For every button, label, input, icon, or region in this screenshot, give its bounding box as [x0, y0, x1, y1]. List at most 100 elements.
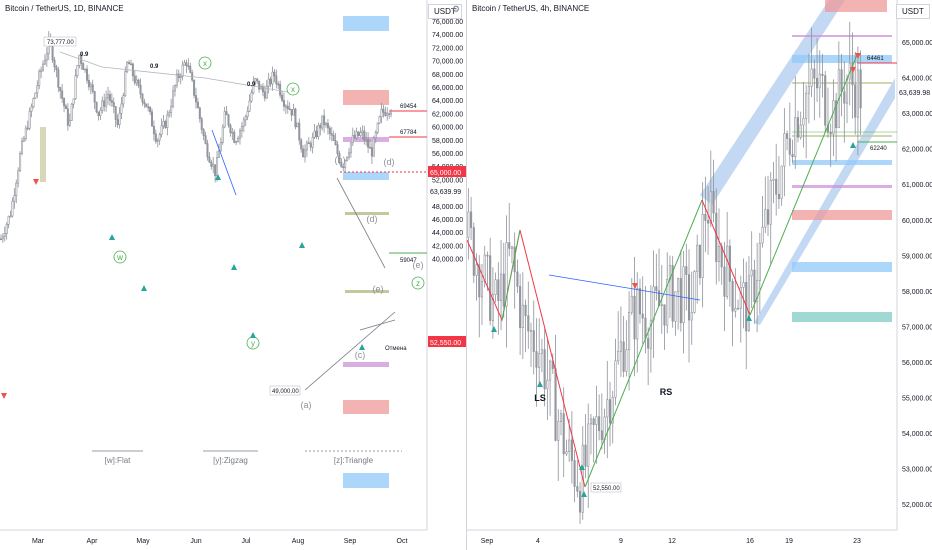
wave-line-up	[584, 199, 703, 488]
low-label: 52,550.00	[593, 486, 620, 492]
time-tick-label: Jun	[190, 538, 201, 545]
candle	[296, 122, 299, 128]
candle	[701, 214, 704, 278]
candle	[554, 368, 557, 441]
candle	[483, 254, 486, 282]
price-tick-label: 55,000.00	[902, 396, 932, 403]
candle	[99, 109, 102, 117]
candle	[353, 134, 356, 139]
h4-chart-canvas[interactable]: 65,000.00 64,000.00 63,000.00 62,000.00 61,0…	[467, 0, 932, 550]
neckline	[548, 274, 701, 301]
low-label-box	[590, 482, 622, 493]
candle	[265, 85, 268, 99]
candle	[303, 149, 306, 158]
candle	[382, 108, 385, 113]
candle	[70, 103, 73, 121]
candle	[172, 90, 175, 107]
pattern-label: [y]:Zigzag	[213, 456, 248, 465]
candle	[384, 112, 387, 116]
candle	[3, 233, 6, 237]
candle	[162, 121, 165, 127]
candle	[334, 140, 337, 145]
candle	[214, 164, 217, 177]
wave-circle	[113, 250, 127, 264]
candle	[840, 69, 843, 92]
candle	[388, 113, 391, 116]
candle	[93, 91, 96, 103]
gear-icon[interactable]: ⚙	[452, 4, 461, 14]
candle	[116, 119, 119, 125]
candle	[290, 109, 293, 116]
daily-chart-panel[interactable]: 76,000.00 74,000.00 72,000.00 70,000.00 68,0…	[0, 0, 466, 550]
candle	[559, 413, 563, 422]
candle	[372, 137, 375, 157]
candle	[562, 413, 565, 455]
candle	[208, 156, 211, 163]
price-tick-label: 76,000.00	[432, 19, 463, 26]
candle	[237, 137, 240, 143]
price-tick-label: 60,000.00	[902, 218, 932, 225]
price-tick-label: 53,000.00	[902, 467, 932, 474]
candle	[707, 220, 710, 224]
candle	[346, 156, 349, 161]
h4-unit-label[interactable]: USDT	[896, 4, 930, 19]
candle	[286, 105, 289, 110]
candle	[628, 311, 631, 351]
low-label: 49,000.00	[272, 389, 299, 395]
olive-level	[345, 290, 389, 293]
candle	[183, 62, 186, 66]
target-zone	[792, 210, 892, 220]
candle	[284, 105, 287, 108]
wave-circle-label: w	[116, 253, 123, 262]
candle	[112, 102, 115, 107]
candle	[355, 131, 358, 139]
candle	[622, 341, 625, 372]
candle	[248, 100, 251, 112]
price-tick-label: 56,000.00	[902, 360, 932, 367]
candle	[328, 127, 331, 134]
price-tick-label: 57,000.00	[902, 324, 932, 331]
candle	[89, 84, 92, 88]
daily-chart-canvas[interactable]: 76,000.00 74,000.00 72,000.00 70,000.00 68,0…	[0, 0, 466, 550]
signal-marker	[109, 234, 115, 240]
candle	[584, 444, 587, 467]
candle	[321, 115, 324, 129]
daily-unit-label[interactable]: USDT	[428, 4, 462, 19]
candle	[568, 439, 571, 452]
rs-label: RS	[660, 387, 673, 397]
candle	[173, 85, 176, 92]
wave-circle-label: y	[251, 339, 255, 348]
candle	[87, 80, 90, 88]
candle	[185, 62, 188, 66]
candle	[225, 111, 228, 116]
candle	[229, 124, 232, 133]
candle	[549, 360, 552, 381]
target-zone	[792, 185, 892, 188]
candle	[216, 157, 219, 177]
price-tick-label: 58,000.00	[902, 289, 932, 296]
candle	[666, 278, 669, 326]
price-tick-label: 68,000.00	[432, 72, 463, 79]
triangle-line	[336, 177, 386, 269]
time-tick-label: Oct	[397, 538, 408, 545]
candle	[516, 271, 519, 287]
panel-divider[interactable]	[466, 0, 467, 550]
wave-label: (b)	[335, 155, 346, 165]
candle	[217, 150, 220, 158]
candle	[349, 142, 352, 154]
red-target-zone	[343, 400, 389, 414]
candle	[709, 191, 712, 224]
price-tick-label: 40,000.00	[432, 257, 463, 264]
candle	[122, 95, 125, 105]
ratio-label: 0.9	[247, 82, 256, 88]
h4-chart-title: Bitcoin / TetherUS, 4h, BINANCE	[472, 4, 590, 13]
candle	[20, 140, 23, 154]
h4-chart-panel[interactable]: 65,000.00 64,000.00 63,000.00 62,000.00 61,0…	[467, 0, 932, 550]
candle	[521, 304, 524, 328]
candle	[1, 236, 4, 240]
time-tick-label: 16	[746, 538, 754, 545]
candle	[152, 125, 155, 135]
candle	[282, 100, 285, 107]
candle	[336, 144, 339, 154]
price-tick-label: 74,000.00	[432, 32, 463, 39]
